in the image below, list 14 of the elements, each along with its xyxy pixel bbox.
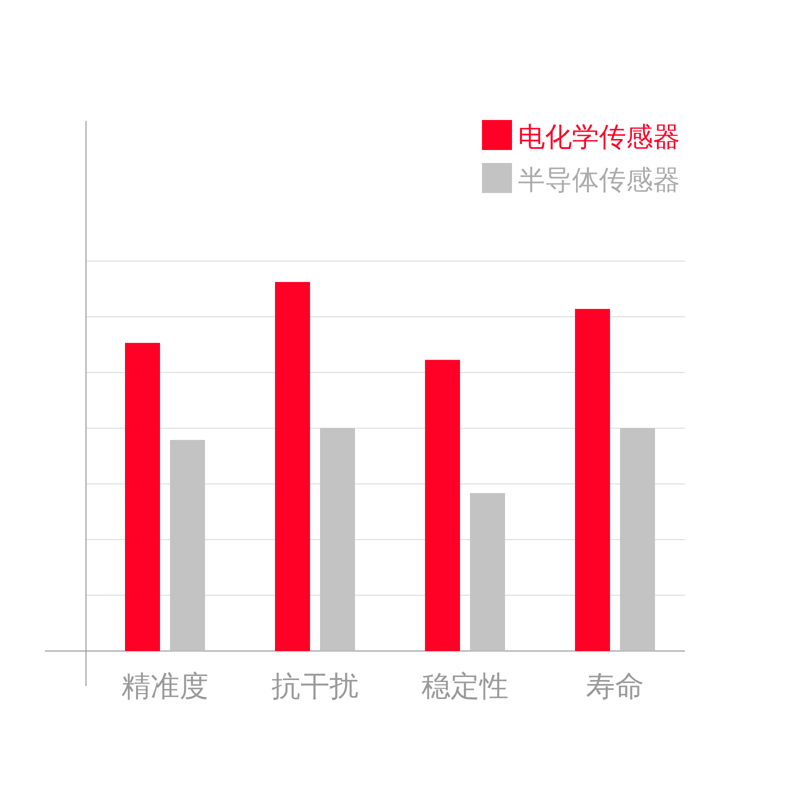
x-tick-label: 抗干扰 [272, 669, 358, 703]
bar [620, 428, 655, 651]
legend-label: 电化学传感器 [518, 122, 680, 153]
x-tick-label: 寿命 [586, 669, 644, 703]
legend-label: 半导体传感器 [518, 165, 680, 196]
bar [470, 493, 505, 651]
bar [275, 282, 310, 651]
x-tick-label: 稳定性 [422, 669, 508, 703]
bar [170, 440, 205, 651]
x-tick-label: 精准度 [122, 669, 208, 703]
bar [575, 308, 610, 651]
bar [320, 428, 355, 651]
bar [125, 342, 160, 651]
bar [425, 360, 460, 651]
